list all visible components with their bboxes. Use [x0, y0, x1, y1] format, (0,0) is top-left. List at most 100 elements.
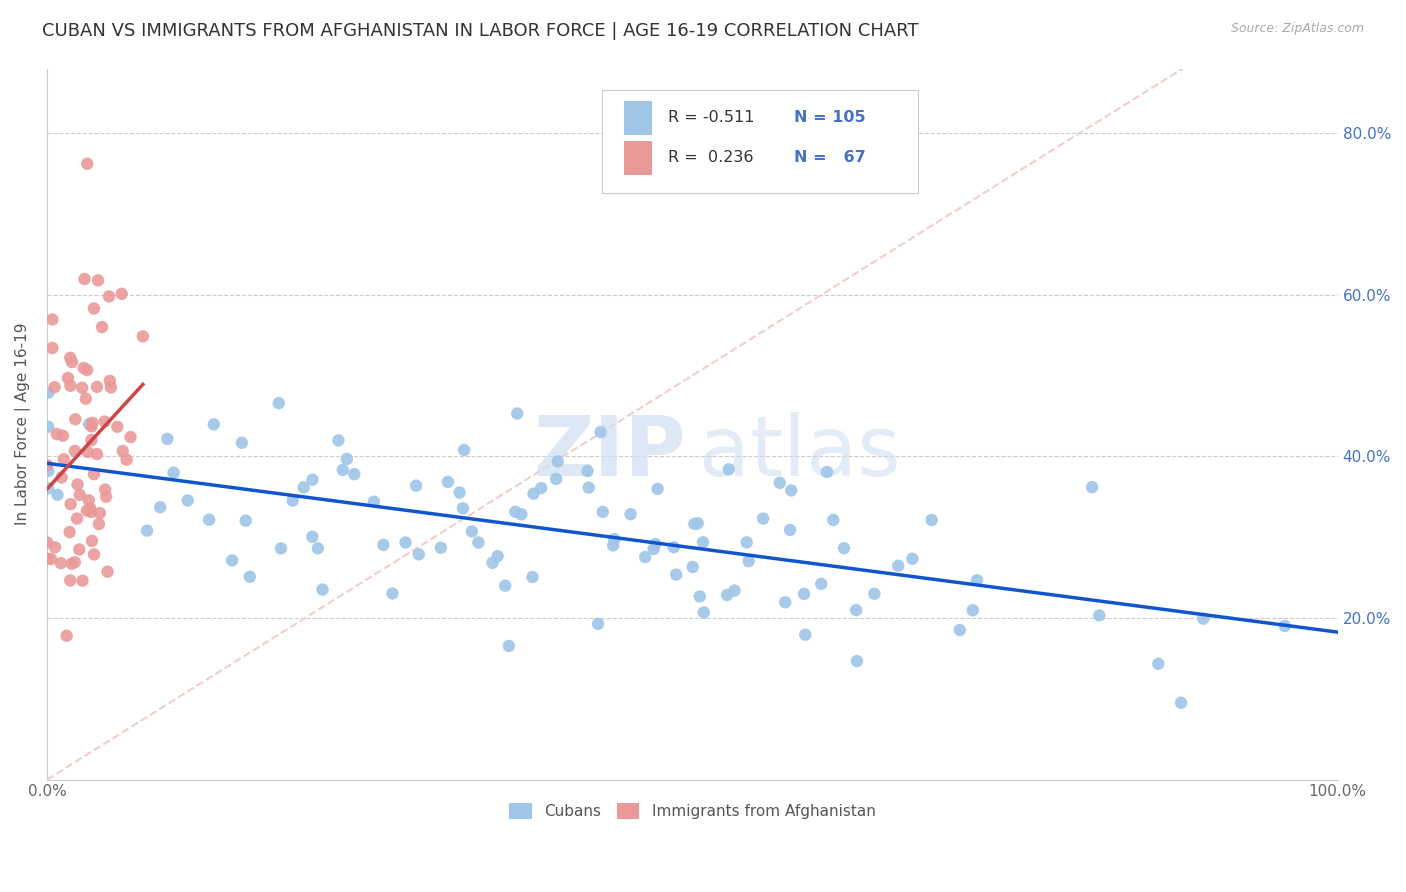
Point	[60, 557, 83, 571]
Point	[619, 507, 641, 521]
Point	[901, 551, 924, 566]
Point	[69, 488, 91, 502]
Point	[65, 412, 87, 426]
Point	[1192, 612, 1215, 626]
Point	[202, 417, 225, 432]
Point	[94, 483, 117, 497]
Point	[966, 573, 988, 587]
Point	[467, 535, 489, 549]
Point	[93, 415, 115, 429]
Point	[773, 595, 796, 609]
Point	[98, 289, 121, 303]
Point	[75, 392, 97, 406]
Point	[737, 554, 759, 568]
Point	[270, 541, 292, 556]
Point	[301, 473, 323, 487]
Point	[86, 380, 108, 394]
Point	[37, 385, 59, 400]
Point	[643, 542, 665, 557]
Point	[198, 513, 221, 527]
Point	[449, 485, 471, 500]
Point	[67, 542, 90, 557]
Point	[307, 541, 329, 556]
Point	[39, 552, 62, 566]
Point	[37, 464, 59, 478]
Point	[77, 417, 100, 432]
Text: atlas: atlas	[699, 412, 900, 493]
Point	[486, 549, 509, 563]
Point	[156, 432, 179, 446]
Text: R = -0.511: R = -0.511	[668, 110, 754, 125]
Point	[79, 501, 101, 516]
Point	[692, 535, 714, 549]
Point	[76, 503, 98, 517]
Point	[1081, 480, 1104, 494]
Point	[665, 567, 688, 582]
Point	[301, 530, 323, 544]
Point	[394, 535, 416, 549]
Point	[76, 363, 98, 377]
Point	[716, 588, 738, 602]
Point	[752, 511, 775, 525]
Point	[89, 506, 111, 520]
Point	[430, 541, 453, 555]
Point	[311, 582, 333, 597]
Point	[55, 629, 77, 643]
Point	[845, 603, 868, 617]
Point	[76, 445, 98, 459]
Point	[115, 452, 138, 467]
Point	[44, 541, 66, 555]
Point	[37, 551, 59, 566]
Point	[522, 486, 544, 500]
Point	[336, 451, 359, 466]
Point	[80, 419, 103, 434]
Point	[59, 378, 82, 392]
Point	[506, 407, 529, 421]
Point	[132, 329, 155, 343]
Point	[86, 447, 108, 461]
Point	[59, 351, 82, 365]
Point	[37, 458, 59, 473]
Point	[547, 454, 569, 468]
Point	[832, 541, 855, 556]
Point	[461, 524, 484, 539]
Point	[221, 553, 243, 567]
Point	[72, 574, 94, 588]
Point	[481, 556, 503, 570]
Point	[451, 501, 474, 516]
Point	[87, 517, 110, 532]
Point	[80, 533, 103, 548]
Point	[453, 442, 475, 457]
Point	[63, 443, 86, 458]
Point	[267, 396, 290, 410]
Point	[921, 513, 943, 527]
Point	[49, 556, 72, 570]
Point	[91, 320, 114, 334]
Point	[373, 538, 395, 552]
Point	[59, 497, 82, 511]
Point	[63, 555, 86, 569]
Point	[82, 416, 104, 430]
Point	[52, 452, 75, 467]
Point	[332, 463, 354, 477]
Point	[794, 628, 817, 642]
Point	[292, 480, 315, 494]
Point	[37, 481, 59, 495]
Point	[77, 493, 100, 508]
Text: ZIP: ZIP	[533, 412, 686, 493]
Point	[59, 574, 82, 588]
Point	[546, 472, 568, 486]
Point	[177, 493, 200, 508]
Point	[589, 425, 612, 439]
Point	[72, 360, 94, 375]
Point	[105, 419, 128, 434]
Point	[100, 380, 122, 394]
Y-axis label: In Labor Force | Age 16-19: In Labor Force | Age 16-19	[15, 323, 31, 525]
Point	[846, 654, 869, 668]
Point	[682, 560, 704, 574]
Point	[408, 547, 430, 561]
FancyBboxPatch shape	[602, 90, 918, 193]
Point	[510, 508, 533, 522]
Point	[80, 433, 103, 447]
Point	[576, 464, 599, 478]
